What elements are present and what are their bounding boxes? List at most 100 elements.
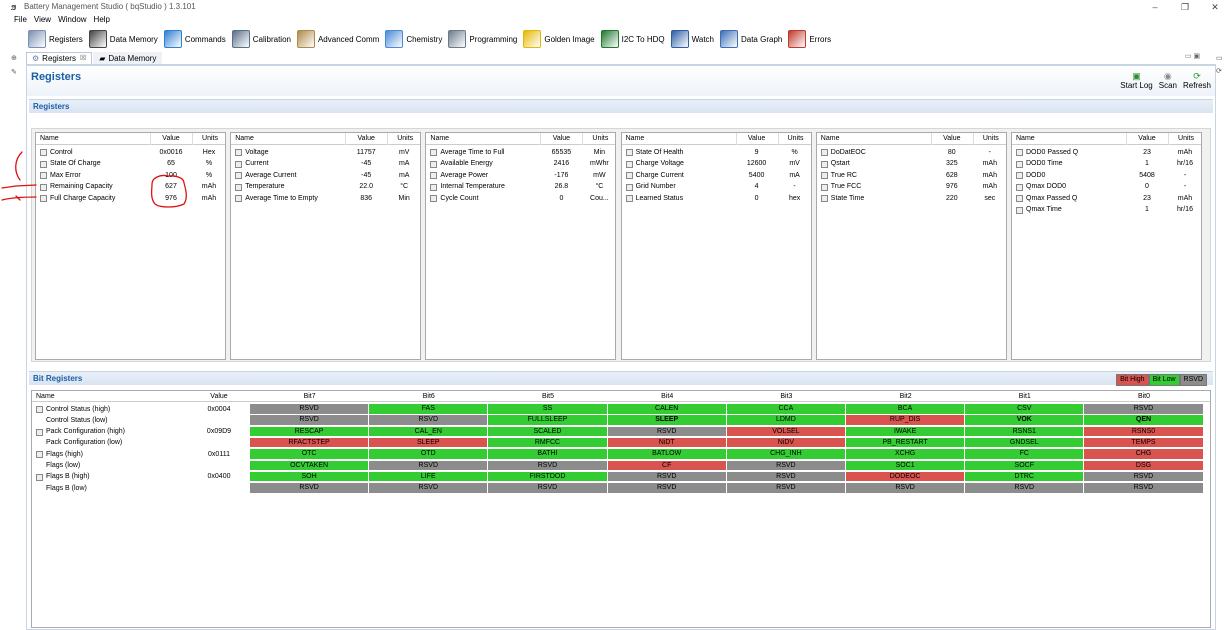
toolbar-registers-button[interactable]: Registers — [28, 28, 83, 50]
column-header-units[interactable]: Units — [787, 135, 804, 142]
column-header-value[interactable]: Value — [162, 135, 180, 142]
expand-box-icon[interactable] — [235, 195, 243, 202]
register-row[interactable]: Cycle Count 0 Cou... — [426, 193, 615, 205]
toolbar-programming-button[interactable]: Programming — [448, 28, 517, 50]
bit-column-header[interactable]: Bit7 — [303, 393, 316, 400]
expand-box-icon[interactable] — [36, 406, 43, 413]
toolbar-golden-image-button[interactable]: Golden Image — [523, 28, 595, 50]
tab-registers[interactable]: ⚙ Registers ☒ — [26, 52, 93, 64]
expand-box-icon[interactable] — [40, 183, 47, 191]
register-row[interactable]: Internal Temperature 26.8 °C — [426, 182, 615, 194]
expand-box-icon[interactable] — [1016, 183, 1023, 191]
register-row[interactable]: Average Time to Full 65535 Min — [426, 147, 615, 159]
register-row[interactable]: Control 0x0016 Hex — [36, 147, 225, 159]
bit-column-header[interactable]: Bit5 — [541, 393, 555, 400]
register-row[interactable]: Current -45 mA — [231, 159, 420, 171]
register-row[interactable]: Remaining Capacity 627 mAh — [36, 182, 225, 194]
register-row[interactable]: Qmax DOD0 0 - — [1012, 182, 1201, 194]
toolbar-commands-button[interactable]: Commands — [163, 28, 226, 50]
column-divider[interactable] — [150, 133, 151, 145]
expand-box-icon[interactable] — [235, 183, 243, 191]
bit-column-header[interactable]: Bit1 — [1018, 393, 1031, 400]
register-row[interactable]: Voltage 11757 mV — [231, 147, 420, 159]
register-row[interactable]: State Of Charge 65% — [36, 159, 225, 171]
bit-column-header[interactable]: Bit0 — [1137, 393, 1151, 400]
expand-box-icon[interactable] — [820, 183, 828, 191]
register-row[interactable]: Charge Voltage 12600 mV — [622, 159, 811, 171]
register-row[interactable]: Average Power -176 mW — [426, 170, 615, 182]
register-row[interactable]: Temperature 22.0 °C — [231, 182, 420, 194]
toolbar-errors-button[interactable]: Errors — [788, 28, 831, 50]
view-minmax-icons[interactable]: ▭ ▣ — [1185, 53, 1201, 60]
bit-column-header[interactable]: Name — [36, 393, 55, 400]
bit-column-header[interactable]: Bit4 — [661, 393, 674, 400]
bit-column-header[interactable]: Bit3 — [780, 393, 793, 400]
register-row[interactable]: Max Error 100% — [36, 170, 225, 182]
toolbar-calibration-button[interactable]: Calibration — [231, 28, 291, 50]
expand-box-icon[interactable] — [625, 172, 633, 179]
expand-box-icon[interactable] — [1016, 172, 1023, 179]
register-row[interactable]: Learned Status 0 hex — [622, 193, 811, 205]
close-button[interactable]: ✕ — [1211, 2, 1219, 12]
column-divider[interactable] — [735, 133, 737, 145]
expand-box-icon[interactable] — [1016, 206, 1023, 214]
column-header-name[interactable]: Name — [820, 135, 840, 142]
toolbar-data-memory-button[interactable]: Data Memory — [88, 28, 158, 50]
column-divider[interactable] — [1168, 133, 1169, 145]
expand-box-icon[interactable] — [625, 195, 633, 202]
column-divider[interactable] — [192, 133, 193, 145]
column-divider[interactable] — [345, 133, 347, 145]
registers-section-header[interactable]: Registers — [29, 99, 1213, 113]
column-header-value[interactable]: Value — [357, 135, 375, 142]
bit-register-row[interactable]: Pack Configuration (low) RFACTSTEP SLEEP RM… — [32, 437, 1210, 449]
column-header-units[interactable]: Units — [202, 135, 218, 142]
register-row[interactable]: Full Charge Capacity 976 mAh — [36, 193, 225, 205]
toolbar-chemistry-button[interactable]: Chemistry — [385, 28, 442, 50]
bit-register-row[interactable]: Flags B (high) 0x0400 SOH LIFE FIRSTDOD RSVD R… — [32, 471, 1210, 483]
expand-box-icon[interactable] — [430, 195, 438, 202]
column-header-name[interactable]: Name — [625, 135, 645, 142]
expand-box-icon[interactable] — [36, 473, 43, 481]
expand-box-icon[interactable] — [40, 160, 47, 168]
expand-box-icon[interactable] — [820, 195, 828, 202]
register-row[interactable]: Charge Current 5400 mA — [622, 170, 811, 182]
scan-button[interactable]: ◉ Scan — [1159, 71, 1177, 90]
expand-box-icon[interactable] — [1016, 160, 1023, 168]
column-header-name[interactable]: Name — [40, 135, 59, 142]
expand-box-icon[interactable] — [820, 149, 828, 156]
column-header-units[interactable]: Units — [592, 135, 609, 142]
column-divider[interactable] — [1126, 133, 1127, 145]
expand-box-icon[interactable] — [430, 160, 438, 168]
toolbar-watch-button[interactable]: Watch — [670, 28, 714, 50]
expand-box-icon[interactable] — [1016, 149, 1023, 156]
minimize-button[interactable]: – — [1152, 2, 1158, 12]
column-header-name[interactable]: Name — [430, 135, 450, 142]
column-divider[interactable] — [540, 133, 542, 145]
menu-file[interactable]: File — [14, 15, 27, 24]
column-header-units[interactable]: Units — [1178, 135, 1194, 142]
bit-register-row[interactable]: Pack Configuration (high) 0x09D9 RESCAP CAL… — [32, 426, 1210, 438]
sync-icon[interactable]: ⟳ — [1216, 68, 1222, 75]
expand-box-icon[interactable] — [40, 195, 47, 202]
column-divider[interactable] — [972, 133, 974, 145]
close-tab-icon[interactable]: ☒ — [79, 55, 87, 62]
bit-register-row[interactable]: Flags B (low) RSVD RSVD RSVD RSVD RSVD RSVD RSV… — [32, 483, 1210, 494]
expand-box-icon[interactable] — [235, 172, 243, 179]
maximize-button[interactable]: ❐ — [1180, 2, 1190, 12]
toolbar-advanced-comm-button[interactable]: Advanced Comm — [296, 28, 379, 50]
column-divider[interactable] — [777, 133, 779, 145]
column-header-name[interactable]: Name — [235, 135, 254, 142]
expand-box-icon[interactable] — [430, 149, 438, 156]
bit-register-row[interactable]: Control Status (low) RSVD RSVD FULLSLEEP SLE… — [32, 415, 1210, 426]
expand-box-icon[interactable] — [820, 160, 828, 168]
register-row[interactable]: Qmax Time 1 hr/16 — [1012, 205, 1201, 217]
expand-box-icon[interactable] — [820, 172, 828, 179]
expand-box-icon[interactable] — [36, 451, 43, 459]
bit-register-row[interactable]: Control Status (high) 0x0004 RSVD FAS SS CALE… — [32, 404, 1210, 415]
register-row[interactable]: Qstart 325 mAh — [817, 159, 1006, 171]
column-header-value[interactable]: Value — [747, 135, 766, 142]
expand-box-icon[interactable] — [36, 428, 43, 436]
register-row[interactable]: Qmax Passed Q 23 mAh — [1012, 193, 1201, 205]
start-log-button[interactable]: ▣ Start Log — [1120, 71, 1152, 90]
register-row[interactable]: Available Energy 2416 mWhr — [426, 159, 615, 171]
